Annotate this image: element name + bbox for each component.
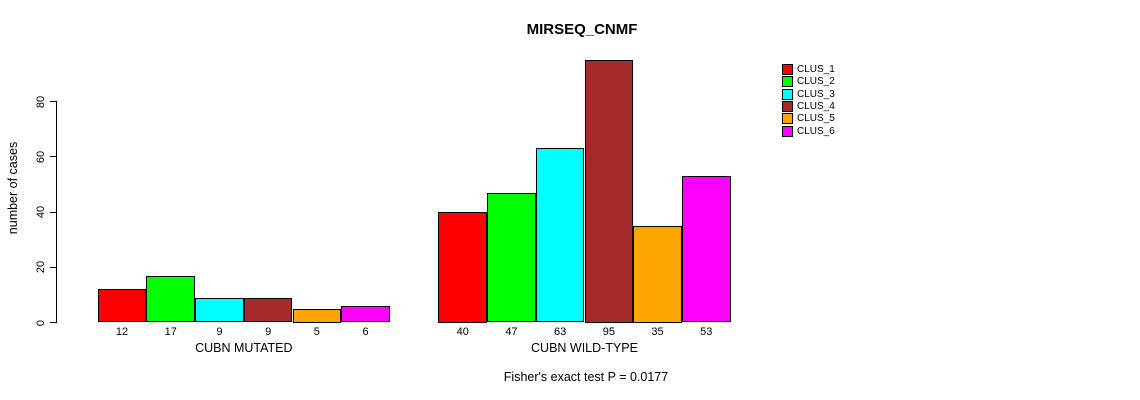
bar: [341, 305, 390, 323]
bar-value-label: 5: [313, 326, 320, 338]
bar-value-label: 53: [700, 326, 713, 338]
legend-item: CLUS_6: [782, 125, 835, 137]
bar: [438, 212, 488, 323]
bar-value-label: 9: [265, 326, 272, 338]
legend-swatch: [782, 76, 793, 88]
legend-swatch: [782, 88, 793, 100]
legend-swatch: [782, 113, 793, 125]
y-axis-label: number of cases: [6, 141, 20, 235]
y-axis-tick: [50, 101, 57, 102]
stat-annotation: Fisher's exact test P = 0.0177: [503, 370, 669, 384]
y-axis-tick: [50, 266, 57, 268]
legend: CLUS_1 CLUS_2 CLUS_3 CLUS_4 CLUS_5 CLUS_6: [782, 63, 835, 138]
legend-swatch: [782, 101, 793, 113]
legend-item: CLUS_4: [782, 100, 835, 113]
bar: [97, 289, 147, 323]
legend-label: CLUS_4: [797, 101, 835, 113]
y-axis-tick-label: 40: [35, 205, 47, 219]
x-axis-group-label: CUBN MUTATED: [195, 341, 293, 355]
y-axis-tick-label: 80: [35, 95, 47, 108]
y-axis-tick-label: 60: [35, 150, 47, 163]
bar-value-label: 6: [362, 326, 369, 338]
y-axis-tick-label: 0: [35, 319, 47, 326]
bar: [146, 275, 196, 323]
legend-item: CLUS_5: [782, 113, 835, 125]
legend-swatch: [782, 125, 793, 137]
bar: [681, 176, 731, 323]
bar-value-label: 95: [602, 326, 615, 338]
bar-value-label: 47: [505, 326, 518, 338]
bar-value-label: 35: [651, 326, 664, 338]
bar: [535, 148, 585, 323]
bar-value-label: 12: [115, 326, 129, 338]
bar-value-label: 40: [456, 326, 469, 338]
chart-title: MIRSEQ_CNMF: [526, 21, 638, 38]
bar: [292, 308, 342, 323]
legend-item: CLUS_1: [782, 63, 835, 75]
bar: [487, 192, 536, 323]
bar: [195, 297, 244, 323]
x-axis-group-label: CUBN WILD-TYPE: [531, 341, 638, 355]
legend-label: CLUS_2: [797, 76, 835, 88]
legend-label: CLUS_6: [797, 125, 835, 137]
y-axis-tick: [50, 156, 57, 158]
bar-value-label: 17: [164, 326, 177, 338]
legend-label: CLUS_3: [797, 88, 835, 100]
legend-label: CLUS_1: [797, 63, 835, 75]
bar: [633, 225, 682, 323]
y-axis-tick-label: 20: [35, 261, 47, 274]
bar-value-label: 63: [554, 326, 567, 338]
bar: [584, 60, 634, 323]
bar-value-label: 9: [216, 326, 223, 338]
legend-label: CLUS_5: [797, 113, 835, 125]
y-axis-tick: [50, 322, 57, 323]
bar: [243, 297, 293, 323]
legend-item: CLUS_2: [782, 75, 835, 88]
y-axis-tick: [50, 211, 57, 213]
legend-swatch: [782, 63, 793, 75]
legend-item: CLUS_3: [782, 88, 835, 100]
